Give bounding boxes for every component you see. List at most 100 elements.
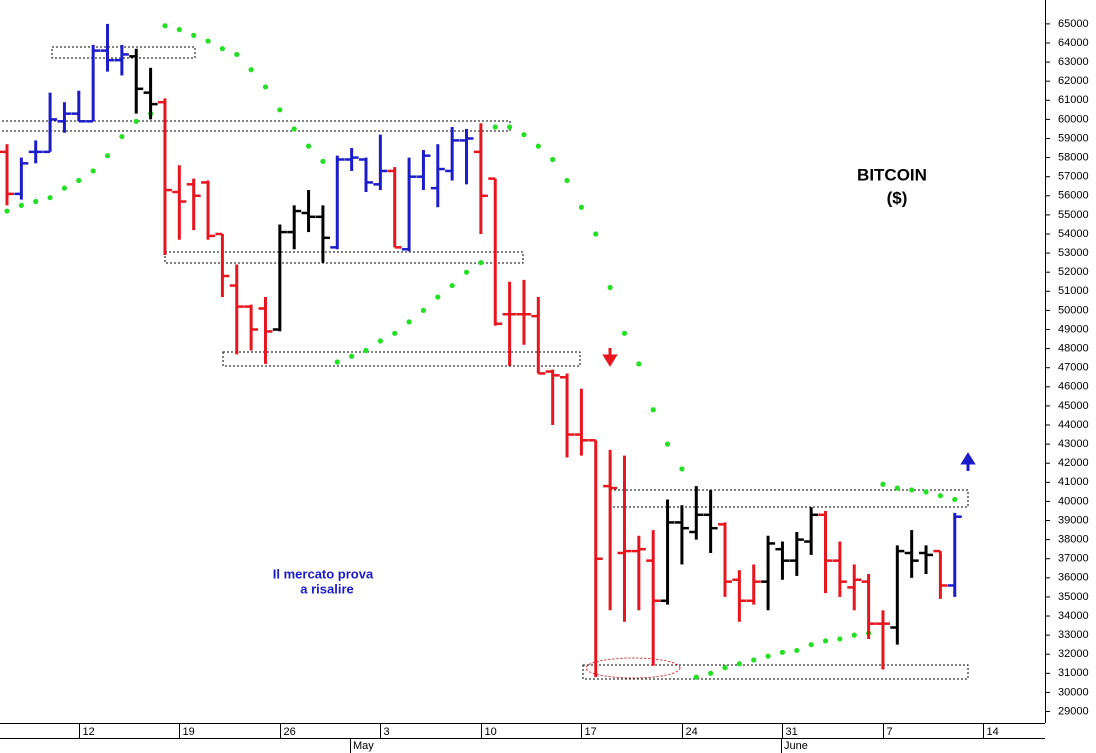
psar-dot [47, 195, 53, 201]
x-tick-label: 31 [786, 726, 798, 738]
psar-dot [779, 649, 786, 655]
psar-dot [837, 636, 843, 642]
psar-dot [463, 269, 470, 275]
chart-title: BITCOIN [857, 165, 927, 184]
psar-dot [808, 642, 814, 648]
y-tick-label: 65000 [1058, 18, 1089, 30]
psar-dot [564, 177, 570, 184]
y-tick-label: 46000 [1058, 381, 1089, 393]
psar-dot [18, 202, 24, 208]
y-tick-label: 33000 [1058, 629, 1089, 641]
x-tick-label: 3 [384, 726, 390, 738]
zone [164, 251, 524, 264]
psar-dot [794, 647, 800, 654]
y-tick-label: 51000 [1058, 285, 1089, 297]
psar-dot [478, 260, 484, 266]
psar-dot [219, 46, 225, 52]
psar-dot [621, 330, 628, 336]
psar-dot [708, 670, 714, 676]
x-tick-label: 10 [485, 726, 497, 738]
psar-dot [420, 307, 427, 314]
y-tick-label: 58000 [1058, 151, 1089, 163]
psar-dot [664, 441, 671, 447]
y-tick-label: 39000 [1058, 514, 1089, 526]
y-tick-label: 36000 [1058, 572, 1089, 584]
psar-dot [535, 143, 541, 149]
psar-dot [521, 132, 527, 138]
month-label: May [353, 740, 374, 752]
y-tick-label: 32000 [1058, 648, 1089, 660]
psar-dot [923, 489, 929, 495]
y-tick-label: 44000 [1058, 419, 1089, 431]
psar-dot [636, 361, 642, 367]
y-tick-label: 43000 [1058, 438, 1089, 450]
psar-dot [851, 632, 857, 638]
x-tick-label: 17 [585, 726, 597, 738]
psar-dot [751, 657, 757, 663]
psar-dot [334, 359, 340, 365]
psar-dot [894, 485, 900, 491]
x-tick-label: 12 [83, 726, 95, 738]
psar-dot [693, 674, 699, 680]
y-tick-label: 47000 [1058, 362, 1089, 374]
psar-dot [435, 294, 441, 300]
psar-dot [349, 353, 355, 359]
psar-dot [234, 51, 240, 58]
y-tick-label: 49000 [1058, 323, 1089, 335]
annotation: a risalire [300, 581, 354, 596]
psar-dot [880, 481, 886, 487]
x-tick-label: 19 [183, 726, 195, 738]
psar-dot [176, 27, 182, 33]
psar-dot [392, 330, 398, 336]
psar-dot [205, 38, 211, 44]
psar-dot [406, 319, 412, 325]
psar-dot [277, 107, 283, 113]
psar-dot [593, 231, 599, 237]
y-tick-label: 37000 [1058, 553, 1089, 565]
psar-dot [937, 493, 944, 499]
psar-dot [822, 638, 829, 644]
y-tick-label: 53000 [1058, 247, 1089, 259]
psar-dot [722, 665, 728, 671]
psar-dot [492, 124, 498, 130]
y-tick-label: 30000 [1058, 686, 1089, 698]
y-tick-label: 55000 [1058, 209, 1089, 221]
psar-dot [765, 653, 771, 659]
highlight-ellipse [585, 657, 681, 679]
y-tick-label: 38000 [1058, 534, 1089, 546]
psar-dot [909, 487, 915, 493]
y-tick-label: 42000 [1058, 457, 1089, 469]
y-tick-label: 31000 [1058, 667, 1089, 679]
psar-dot [262, 84, 269, 90]
x-tick-label: 24 [686, 726, 698, 738]
psar-dot [191, 32, 197, 38]
zone [222, 351, 581, 367]
y-tick-label: 52000 [1058, 266, 1089, 278]
psar-dot [305, 143, 312, 149]
psar-dot [650, 407, 656, 413]
month-label: June [784, 740, 808, 752]
psar-dot [507, 124, 513, 130]
psar-dot [363, 347, 369, 354]
psar-dot [377, 338, 383, 344]
zone [582, 664, 969, 680]
psar-dot [320, 158, 326, 165]
y-tick-label: 62000 [1058, 75, 1089, 87]
y-tick-label: 50000 [1058, 304, 1089, 316]
y-tick-label: 29000 [1058, 705, 1089, 717]
y-tick-label: 57000 [1058, 171, 1089, 183]
x-tick-label: 26 [284, 726, 296, 738]
psar-dot [119, 133, 125, 140]
y-tick-label: 60000 [1058, 113, 1089, 125]
psar-dot [679, 466, 685, 472]
y-tick-label: 56000 [1058, 190, 1089, 202]
y-tick-label: 64000 [1058, 37, 1089, 49]
chart-subtitle: ($) [887, 188, 908, 207]
psar-dot [248, 67, 254, 73]
up-arrow [960, 452, 976, 471]
psar-dot [291, 126, 297, 132]
x-tick-label: 14 [987, 726, 999, 738]
y-tick-label: 41000 [1058, 476, 1089, 488]
